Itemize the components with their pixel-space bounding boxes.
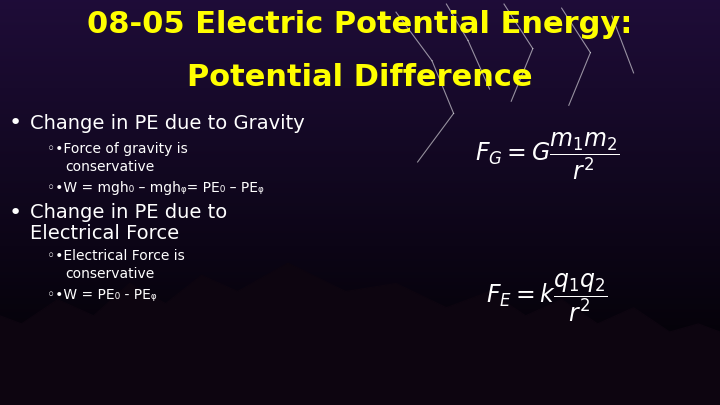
Text: •: •	[9, 203, 22, 223]
Text: ◦•W = mgh₀ – mghᵩ= PE₀ – PEᵩ: ◦•W = mgh₀ – mghᵩ= PE₀ – PEᵩ	[47, 181, 264, 195]
Text: conservative: conservative	[65, 267, 154, 281]
Text: conservative: conservative	[65, 160, 154, 174]
Text: Electrical Force: Electrical Force	[30, 224, 179, 243]
Text: ◦•Force of gravity is: ◦•Force of gravity is	[47, 142, 187, 156]
Text: ◦•W = PE₀ - PEᵩ: ◦•W = PE₀ - PEᵩ	[47, 288, 156, 303]
Text: Change in PE due to Gravity: Change in PE due to Gravity	[30, 114, 305, 133]
Text: Change in PE due to: Change in PE due to	[30, 203, 228, 222]
Text: 08-05 Electric Potential Energy:: 08-05 Electric Potential Energy:	[87, 10, 633, 39]
Text: $F_E = k\dfrac{q_1 q_2}{r^2}$: $F_E = k\dfrac{q_1 q_2}{r^2}$	[486, 271, 608, 324]
Text: Potential Difference: Potential Difference	[187, 63, 533, 92]
Text: •: •	[9, 113, 22, 133]
Text: ◦•Electrical Force is: ◦•Electrical Force is	[47, 249, 184, 263]
Text: $F_G = G\dfrac{m_1 m_2}{r^2}$: $F_G = G\dfrac{m_1 m_2}{r^2}$	[474, 130, 620, 181]
